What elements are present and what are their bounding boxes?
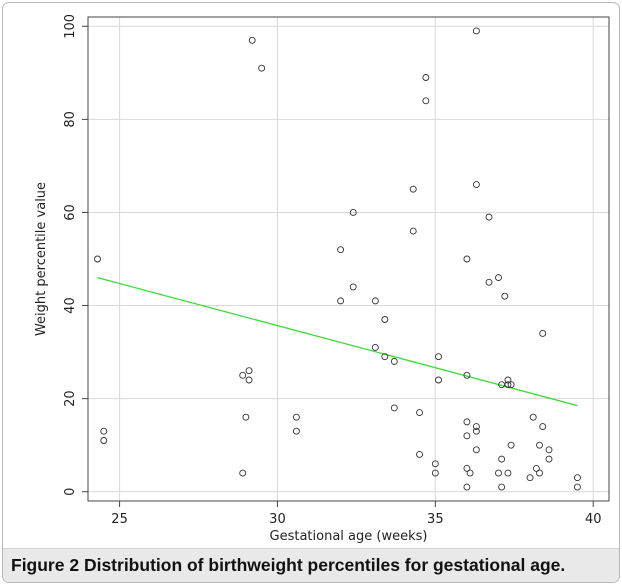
data-point [390,404,398,412]
data-point [495,469,502,477]
data-point [463,432,471,440]
data-point [292,413,300,421]
data-point [242,413,250,421]
data-point [472,423,480,430]
data-point [100,437,108,444]
data-point [545,455,553,463]
plot-border [87,16,610,502]
data-point [532,464,540,472]
caption-text: Distribution of birthweight percentiles … [83,555,566,575]
x-tick-label: 40 [585,512,602,527]
data-point [463,255,471,263]
data-point [409,185,417,193]
data-point [422,74,430,81]
data-point [507,381,515,389]
data-point [498,483,506,491]
fit-line-layer [97,276,578,407]
data-point [371,343,379,351]
data-point [245,376,253,384]
data-point [472,446,480,454]
caption-bar: Figure 2 Distribution of birthweight per… [3,548,619,582]
data-point [507,441,515,449]
data-point [536,441,543,449]
caption-label: Figure 2 [11,555,80,575]
data-point [94,255,101,263]
data-point [409,227,417,235]
y-tick-label: 60 [63,204,78,221]
data-point [416,451,423,458]
data-point [463,418,471,426]
data-point [573,483,581,491]
data-point [472,427,480,435]
data-point [431,469,439,477]
data-point [349,283,357,291]
data-point [100,427,108,435]
x-axis-label: Gestational age (weeks) [270,529,428,544]
data-point [573,474,581,482]
data-points [94,27,581,491]
data-point [466,469,474,477]
data-point [463,464,471,472]
x-tick-label: 25 [111,512,128,527]
data-point [463,371,471,379]
data-point [435,376,442,384]
grid-lines [88,17,609,501]
data-point [472,181,480,188]
data-point [498,455,506,463]
data-point [248,36,256,44]
data-point [337,297,345,305]
data-point [258,64,266,72]
data-point [239,469,247,477]
data-point [245,367,253,375]
data-point [349,209,357,216]
data-point [501,292,509,300]
y-tick-label: 20 [63,390,78,407]
data-point [463,483,471,491]
data-point [539,423,547,430]
data-point [381,316,389,323]
data-point [545,446,553,454]
y-tick-label: 80 [63,111,78,128]
y-tick-label: 100 [63,14,78,39]
data-point [422,97,430,105]
data-point [381,353,389,361]
data-point [371,297,379,305]
data-point [504,376,512,384]
y-tick-label: 0 [63,488,78,496]
data-point [416,409,423,417]
data-point [472,27,480,35]
data-point [504,381,512,389]
data-point [485,213,493,221]
data-point [431,460,439,468]
data-point [526,474,534,482]
data-point [504,469,512,477]
data-point [536,469,543,477]
x-tick-label: 35 [427,512,444,527]
data-point [390,357,398,365]
axes: 25 30 35 40 0 20 40 60 80 100 [63,14,610,527]
figure-caption: Figure 2 Distribution of birthweight per… [11,555,565,576]
data-point [337,246,345,254]
y-axis-label: Weight percentile value [34,182,49,336]
x-tick-label: 30 [269,512,286,527]
y-tick-label: 40 [63,297,78,314]
data-point [539,330,547,337]
data-point [495,274,502,282]
data-point [485,278,493,286]
data-point [529,413,537,421]
regression-line [97,276,578,407]
data-point [239,371,247,379]
data-point [292,427,300,435]
scatter-plot: 25 30 35 40 0 20 40 60 80 100 Gestational age (we… [34,14,610,544]
data-point [435,353,442,361]
